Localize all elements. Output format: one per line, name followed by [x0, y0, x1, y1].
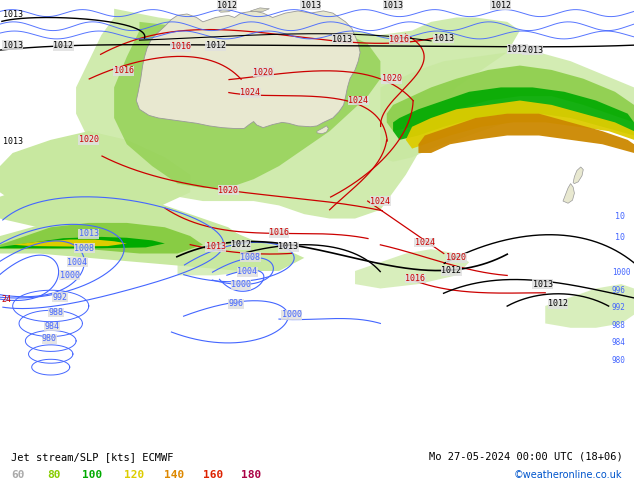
- Polygon shape: [380, 52, 634, 162]
- Text: 60: 60: [11, 470, 25, 481]
- Polygon shape: [0, 131, 190, 219]
- Text: 1013: 1013: [533, 280, 553, 289]
- Text: 1013: 1013: [3, 137, 23, 146]
- Polygon shape: [114, 22, 380, 188]
- Text: 980: 980: [42, 334, 57, 343]
- Polygon shape: [219, 9, 233, 12]
- Text: 24: 24: [1, 294, 11, 304]
- Text: 1013: 1013: [278, 243, 299, 251]
- Text: 988: 988: [612, 321, 626, 330]
- Text: 1020: 1020: [79, 135, 99, 145]
- Text: 1016: 1016: [405, 274, 425, 283]
- Text: 80: 80: [48, 470, 61, 481]
- Polygon shape: [13, 240, 127, 246]
- Polygon shape: [136, 11, 360, 128]
- Text: 1012: 1012: [53, 41, 74, 50]
- Text: 1020: 1020: [446, 253, 467, 262]
- Text: 996: 996: [612, 286, 626, 295]
- Polygon shape: [545, 284, 634, 328]
- Text: 1020: 1020: [253, 68, 273, 76]
- Text: 988: 988: [48, 308, 63, 317]
- Text: 1013: 1013: [383, 1, 403, 10]
- Text: 120: 120: [124, 470, 144, 481]
- Text: 1012: 1012: [507, 45, 527, 54]
- Text: 996: 996: [228, 299, 243, 308]
- Polygon shape: [418, 114, 634, 153]
- Text: Mo 27-05-2024 00:00 UTC (18+06): Mo 27-05-2024 00:00 UTC (18+06): [429, 452, 623, 462]
- Text: 1008: 1008: [74, 244, 94, 253]
- Text: 10: 10: [615, 233, 625, 243]
- Text: 992: 992: [612, 303, 626, 312]
- Text: 1013: 1013: [3, 10, 23, 20]
- Text: 992: 992: [53, 293, 68, 302]
- Text: 980: 980: [612, 356, 626, 365]
- Text: 1020: 1020: [218, 186, 238, 195]
- Polygon shape: [387, 66, 634, 131]
- Polygon shape: [0, 214, 304, 271]
- Text: Jet stream/SLP [kts] ECMWF: Jet stream/SLP [kts] ECMWF: [11, 452, 174, 462]
- Text: 1024: 1024: [240, 88, 261, 97]
- Text: 1012: 1012: [231, 240, 251, 249]
- Text: 1012: 1012: [441, 267, 462, 275]
- Polygon shape: [250, 8, 269, 12]
- Text: 1013: 1013: [79, 229, 99, 238]
- Text: 1024: 1024: [348, 96, 368, 105]
- Text: 1016: 1016: [171, 42, 191, 51]
- Text: 180: 180: [241, 470, 261, 481]
- Text: 1013: 1013: [205, 243, 226, 251]
- Text: 1012: 1012: [205, 41, 226, 50]
- Text: 1008: 1008: [240, 252, 261, 262]
- Polygon shape: [178, 241, 292, 275]
- Text: 10: 10: [615, 212, 625, 220]
- Text: 984: 984: [44, 322, 60, 331]
- Text: 1012: 1012: [491, 1, 511, 10]
- Polygon shape: [0, 184, 241, 245]
- Text: 1000: 1000: [281, 310, 302, 319]
- Polygon shape: [317, 126, 328, 134]
- Polygon shape: [355, 249, 469, 289]
- Text: 1013: 1013: [434, 34, 454, 43]
- Text: 1013: 1013: [301, 1, 321, 10]
- Text: 1000: 1000: [612, 269, 630, 277]
- Text: 140: 140: [164, 470, 184, 481]
- Polygon shape: [0, 223, 203, 253]
- Text: 1013: 1013: [332, 35, 353, 44]
- Text: 100: 100: [82, 470, 103, 481]
- Text: 1004: 1004: [67, 258, 87, 267]
- Polygon shape: [393, 87, 634, 140]
- Text: 1013: 1013: [522, 46, 543, 55]
- Text: 1016: 1016: [389, 35, 410, 44]
- Text: 1004: 1004: [237, 268, 257, 276]
- Text: 1016: 1016: [269, 228, 289, 238]
- Text: 1000: 1000: [60, 271, 80, 280]
- Text: 1013: 1013: [3, 41, 23, 49]
- Polygon shape: [406, 100, 634, 148]
- Polygon shape: [573, 167, 583, 184]
- Text: ©weatheronline.co.uk: ©weatheronline.co.uk: [514, 470, 623, 481]
- Polygon shape: [563, 184, 574, 203]
- Text: 984: 984: [612, 338, 626, 347]
- Text: 1024: 1024: [415, 238, 435, 247]
- Text: 1024: 1024: [370, 196, 391, 206]
- Text: 1020: 1020: [382, 74, 402, 83]
- Text: 1012: 1012: [548, 299, 568, 308]
- Text: 1012: 1012: [217, 1, 237, 10]
- Text: 1000: 1000: [231, 280, 251, 290]
- Text: 160: 160: [203, 470, 223, 481]
- Polygon shape: [0, 237, 165, 248]
- Text: 1016: 1016: [113, 66, 134, 75]
- Polygon shape: [76, 9, 520, 219]
